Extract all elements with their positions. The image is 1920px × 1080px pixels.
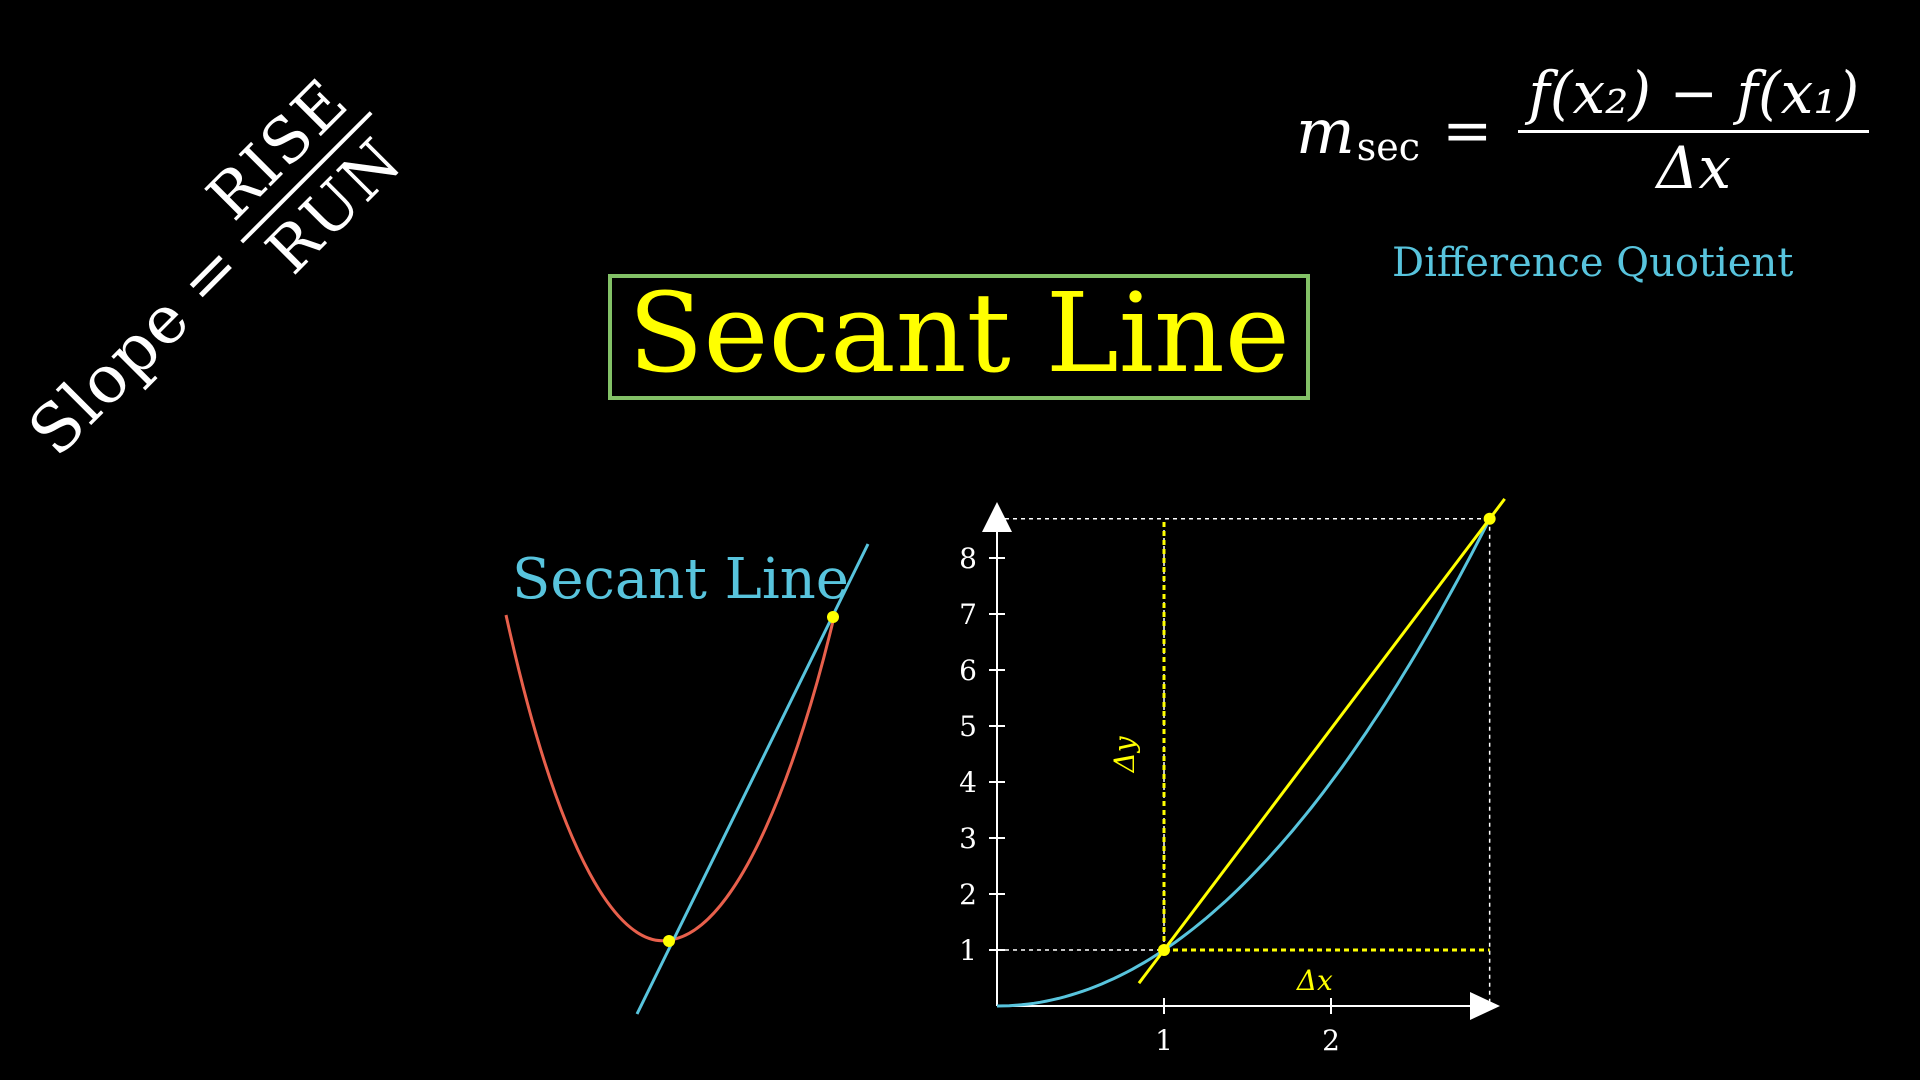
guide-lines — [997, 518, 1491, 1006]
y-tick-label: 6 — [959, 654, 977, 687]
y-tick-label: 2 — [959, 878, 977, 911]
x-axis-arrow-icon — [1470, 992, 1500, 1020]
y-tick-label: 4 — [959, 766, 977, 799]
secant-point-upper — [827, 611, 839, 623]
y-tick-label: 1 — [959, 934, 977, 967]
secant-point-lower — [663, 935, 675, 947]
axes — [982, 502, 1500, 1020]
formula-equals-sign: = — [1442, 96, 1493, 167]
x-tick-label: 2 — [1322, 1024, 1340, 1057]
title-box: Secant Line — [608, 274, 1310, 400]
graph-point-2 — [1483, 512, 1496, 525]
y-tick-label: 7 — [959, 598, 977, 631]
delta-x-label: Δx — [1296, 964, 1333, 997]
formula-numerator: f(x₂) − f(x₁) — [1528, 59, 1860, 127]
formula-fraction-bar — [1518, 129, 1870, 133]
y-tick-label: 8 — [959, 542, 977, 575]
y-tick-label: 5 — [959, 710, 977, 743]
graph-secant-line — [1137, 497, 1506, 985]
formula-denominator: Δx — [1656, 133, 1732, 202]
function-curve — [996, 518, 1492, 1008]
secant-line — [635, 543, 870, 1015]
secant-slope-formula: m sec = f(x₂) − f(x₁) Δx — [1296, 59, 1870, 202]
secant-line-label: Secant Line — [512, 547, 849, 612]
delta-y-label: Δy — [1108, 735, 1141, 773]
y-axis-arrow-icon — [982, 502, 1012, 532]
m-subscript: sec — [1356, 125, 1421, 170]
m-symbol: m — [1296, 94, 1355, 168]
axis-ticks: 1 2 1 2 3 4 5 6 7 8 — [959, 542, 1340, 1057]
y-tick-label: 3 — [959, 822, 977, 855]
x-tick-label: 1 — [1155, 1024, 1173, 1057]
page-title: Secant Line — [628, 269, 1290, 397]
graph-point-1 — [1158, 944, 1170, 956]
difference-quotient-label: Difference Quotient — [1392, 240, 1794, 286]
difference-quotient-fraction: f(x₂) − f(x₁) Δx — [1518, 59, 1870, 202]
